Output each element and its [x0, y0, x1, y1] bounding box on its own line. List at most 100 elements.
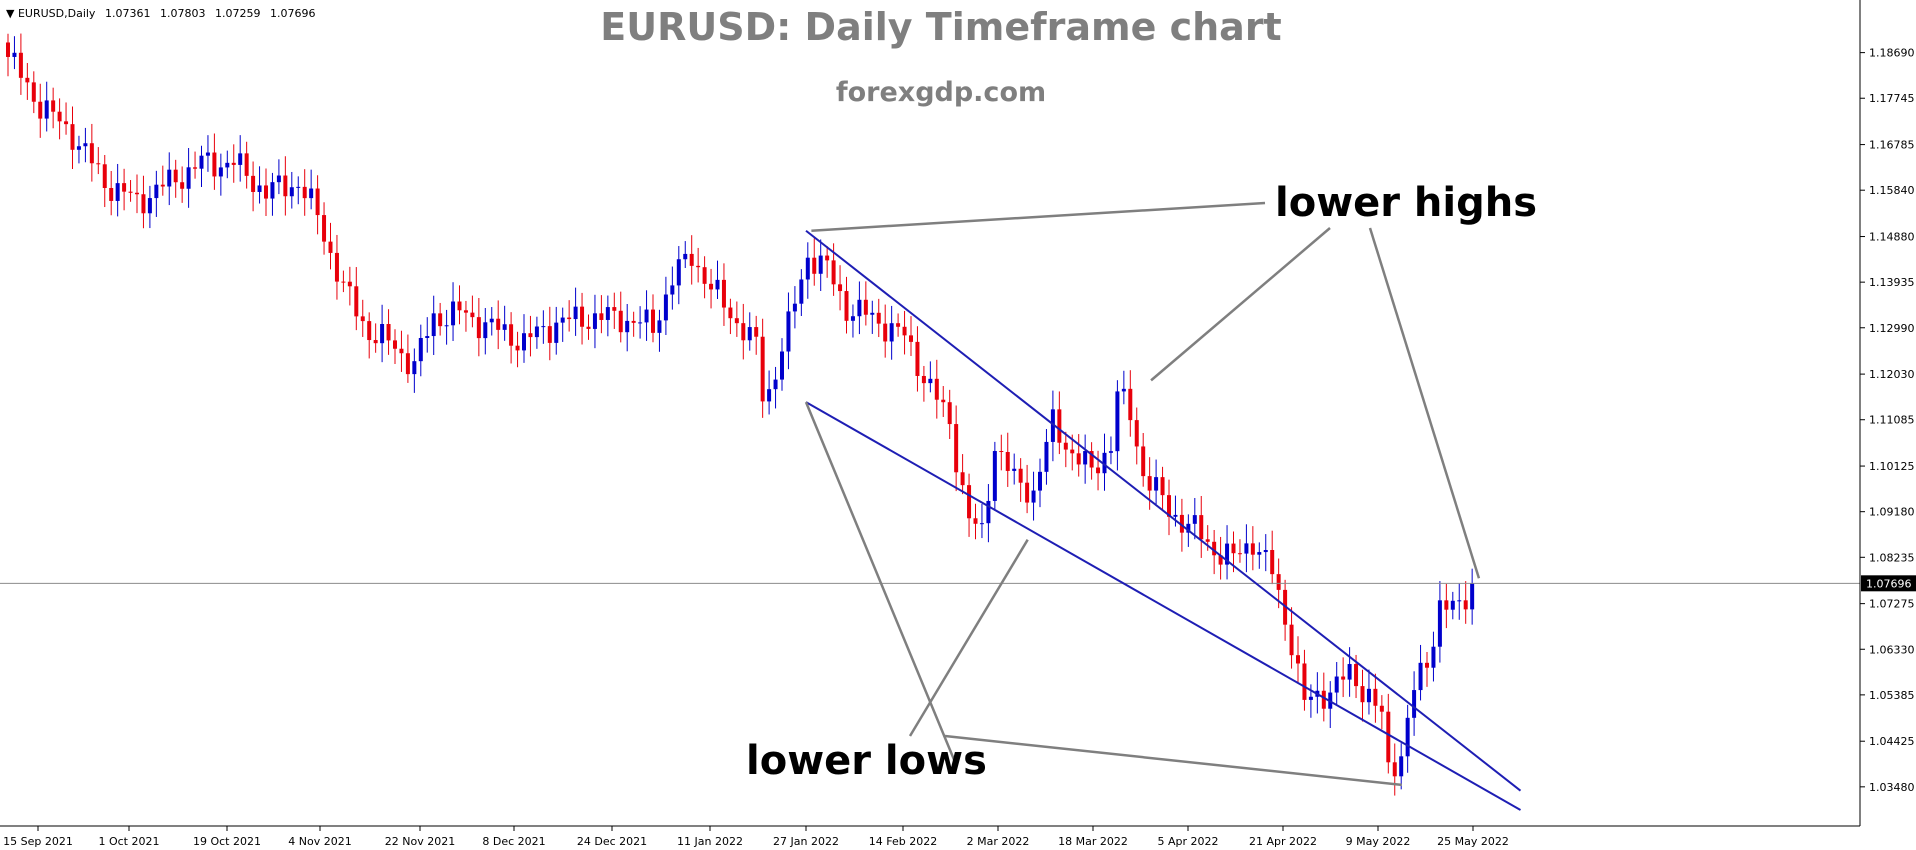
- candle: [580, 292, 585, 345]
- candle: [102, 154, 107, 208]
- candle-body: [309, 188, 314, 199]
- candle: [205, 135, 210, 172]
- candle: [786, 292, 791, 370]
- candle-body: [1457, 600, 1462, 602]
- candle: [709, 268, 714, 309]
- candle-body: [1392, 762, 1397, 777]
- candle: [663, 276, 668, 335]
- candle: [502, 305, 507, 341]
- candle: [315, 175, 320, 235]
- candle: [1212, 529, 1217, 575]
- current-price-tag: [1861, 575, 1916, 592]
- candle: [147, 185, 152, 229]
- candle-body: [386, 324, 391, 341]
- candle: [528, 315, 533, 357]
- candle-body: [1218, 555, 1223, 565]
- candle-body: [1463, 600, 1468, 610]
- candle: [193, 151, 198, 179]
- candle: [934, 359, 939, 419]
- candle: [1044, 429, 1049, 485]
- candle-body: [1321, 690, 1326, 709]
- candle: [186, 148, 191, 208]
- candle-body: [360, 316, 365, 322]
- candle: [1244, 524, 1249, 573]
- header-high: 1.07803: [160, 7, 206, 20]
- candle-body: [1147, 476, 1152, 491]
- candle: [380, 304, 385, 363]
- candle-body: [509, 324, 514, 346]
- candle: [1444, 583, 1449, 629]
- candle-body: [1179, 514, 1184, 533]
- candle-body: [147, 198, 152, 214]
- candle: [638, 306, 643, 339]
- candle: [857, 281, 862, 335]
- candle: [89, 123, 94, 182]
- candle-body: [25, 77, 30, 83]
- candle-body: [283, 175, 288, 197]
- candle: [992, 441, 997, 511]
- candle: [1218, 536, 1223, 580]
- candle-body: [1437, 600, 1442, 647]
- candle-body: [115, 183, 120, 201]
- candle: [986, 484, 991, 543]
- candle: [741, 303, 746, 360]
- candle-body: [1108, 451, 1113, 453]
- price-axis: 1.18690 1.17745 1.16785 1.15840 1.14880 1.139…: [1860, 47, 1916, 794]
- candle-body: [967, 485, 972, 519]
- candle-body: [1257, 552, 1262, 555]
- candle: [244, 141, 249, 189]
- candle: [689, 235, 694, 285]
- candle-body: [876, 312, 881, 324]
- candle-body: [289, 187, 294, 197]
- candle: [631, 311, 636, 337]
- candle-body: [51, 100, 56, 112]
- candle-body: [960, 472, 965, 486]
- candle: [754, 315, 759, 355]
- candle-body: [1237, 553, 1242, 555]
- time-tick-label: 2 Mar 2022: [967, 835, 1030, 848]
- candle-body: [1450, 600, 1455, 610]
- candle-body: [199, 155, 204, 169]
- candle: [399, 330, 404, 372]
- candle: [534, 316, 539, 349]
- candle: [238, 135, 243, 182]
- annotation-pointer-line: [1368, 227, 1481, 579]
- candle: [496, 300, 501, 350]
- candle-body: [135, 192, 139, 195]
- candle: [1347, 647, 1352, 697]
- candle-body: [1076, 453, 1081, 465]
- candle: [257, 166, 262, 204]
- candle-body: [1418, 662, 1423, 691]
- header-arrow-icon[interactable]: ▼: [6, 7, 18, 20]
- candle-body: [1386, 711, 1391, 763]
- candle-body: [644, 309, 649, 323]
- candle-body: [347, 281, 352, 287]
- candle: [489, 307, 494, 336]
- candle-body: [676, 259, 681, 286]
- time-tick-label: 8 Dec 2021: [482, 835, 545, 848]
- candle-body: [792, 303, 797, 312]
- candle-body: [689, 253, 694, 266]
- candle-body: [193, 167, 198, 169]
- candle-body: [1289, 624, 1294, 656]
- candle: [1025, 464, 1030, 514]
- candle: [1437, 581, 1442, 663]
- candle: [18, 33, 23, 95]
- candle-body: [1096, 467, 1101, 474]
- candle: [225, 150, 230, 179]
- candle-body: [1121, 388, 1126, 392]
- candle-body: [586, 326, 591, 329]
- candle: [128, 180, 133, 202]
- candle-body: [380, 324, 385, 344]
- candle: [322, 202, 327, 255]
- price-tick-label: 1.04425: [1869, 735, 1915, 748]
- candle-body: [773, 379, 778, 390]
- candle-body: [225, 162, 230, 168]
- candle-body: [1134, 420, 1139, 447]
- candle: [863, 281, 868, 326]
- candle: [547, 306, 552, 361]
- candle-body: [463, 310, 468, 313]
- candle-body: [825, 255, 830, 261]
- candle-body: [1334, 676, 1339, 693]
- candle: [586, 314, 591, 340]
